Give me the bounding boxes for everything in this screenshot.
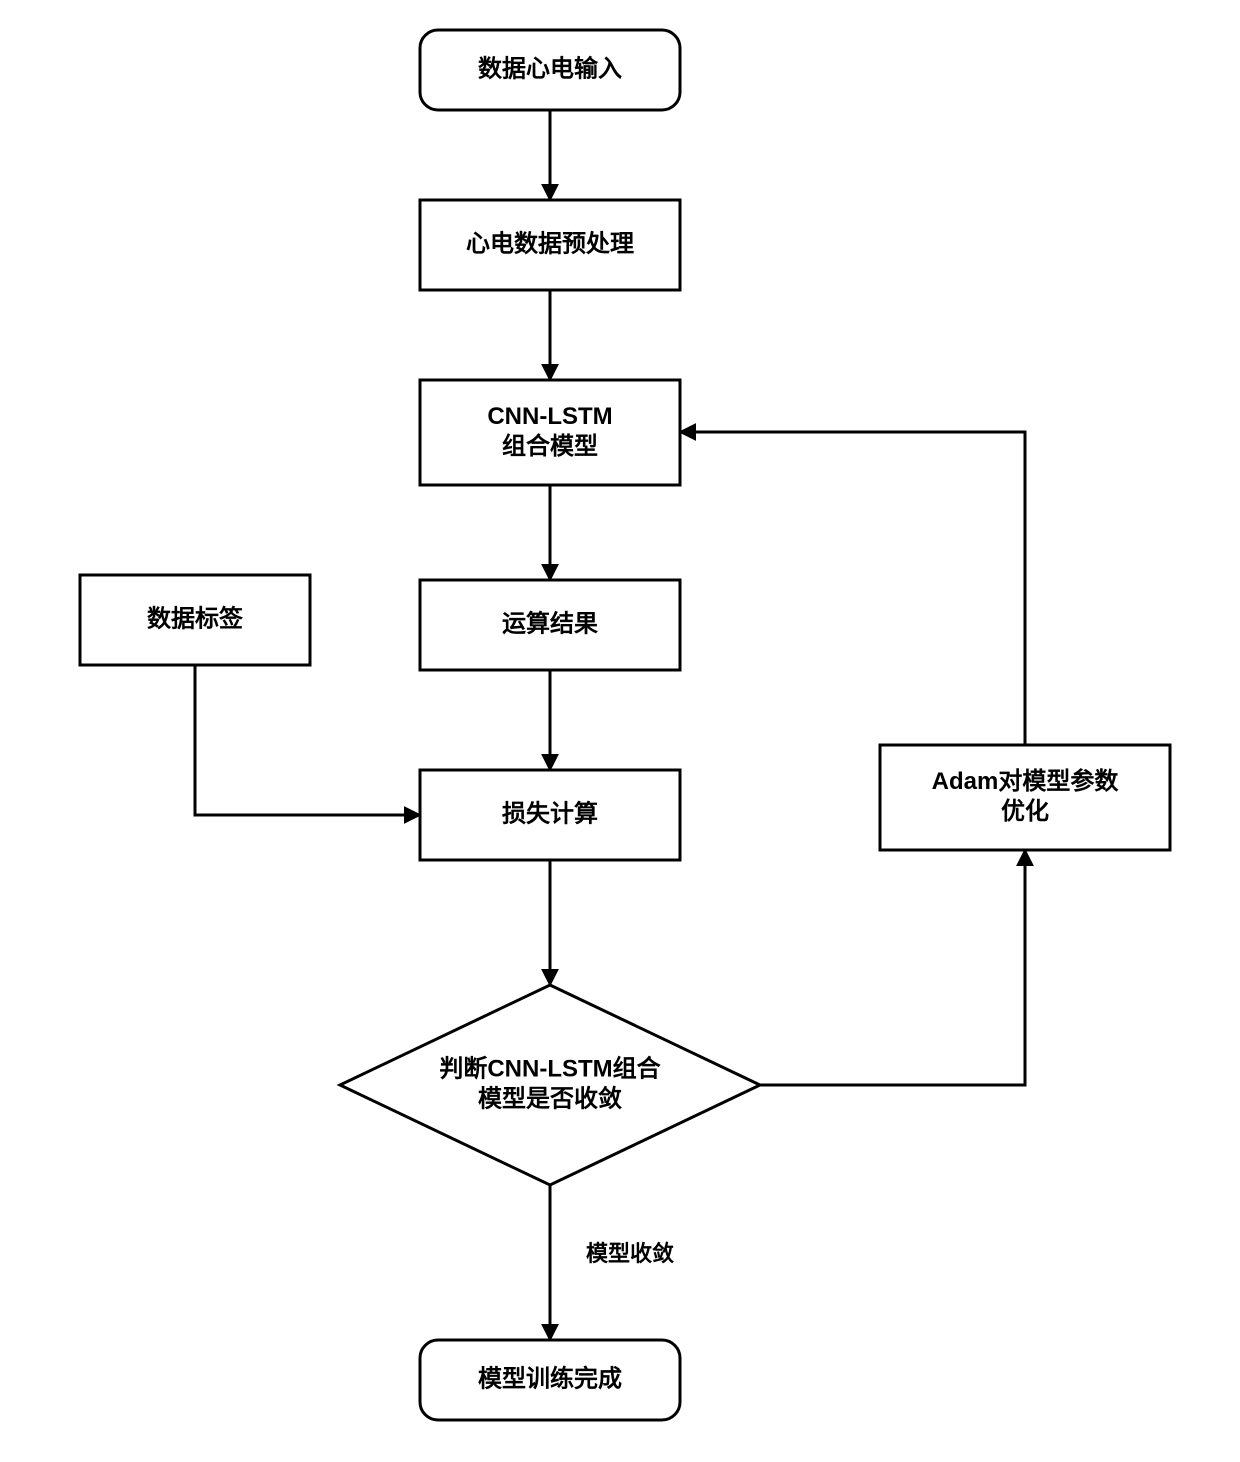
node-text-n_model-1: 组合模型: [502, 432, 598, 460]
node-n_label: 数据标签: [80, 575, 310, 665]
edge-label-8: 模型收敛: [586, 1241, 674, 1266]
node-n_model: CNN-LSTM组合模型: [420, 380, 680, 485]
node-text-n_input-0: 数据心电输入: [478, 54, 622, 82]
node-text-n_done-0: 模型训练完成: [478, 1364, 622, 1392]
node-n_pre: 心电数据预处理: [420, 200, 680, 290]
node-n_adam: Adam对模型参数优化: [880, 745, 1170, 850]
edge-n_label-n_loss: [195, 665, 420, 815]
node-n_decide: 判断CNN-LSTM组合模型是否收敛: [340, 985, 760, 1185]
edge-n_adam-n_model: [680, 432, 1025, 745]
node-text-n_decide-1: 模型是否收敛: [478, 1084, 622, 1112]
node-text-n_loss-0: 损失计算: [502, 799, 598, 827]
node-n_done: 模型训练完成: [420, 1340, 680, 1420]
edge-n_decide-n_adam: [760, 850, 1025, 1085]
node-n_input: 数据心电输入: [420, 30, 680, 110]
flowchart-canvas: 模型收敛 数据心电输入心电数据预处理 CNN-LSTM组合模型运算结果 数据标签损失计…: [0, 0, 1240, 1462]
node-text-n_label-0: 数据标签: [147, 604, 244, 632]
node-text-n_model-0: CNN-LSTM: [487, 403, 612, 430]
node-text-n_pre-0: 心电数据预处理: [466, 230, 634, 257]
node-text-n_result-0: 运算结果: [502, 609, 598, 637]
node-text-n_adam-0: Adam对模型参数: [932, 767, 1120, 795]
node-n_loss: 损失计算: [420, 770, 680, 860]
node-text-n_adam-1: 优化: [1001, 797, 1049, 825]
node-n_result: 运算结果: [420, 580, 680, 670]
node-text-n_decide-0: 判断CNN-LSTM组合: [439, 1054, 661, 1082]
